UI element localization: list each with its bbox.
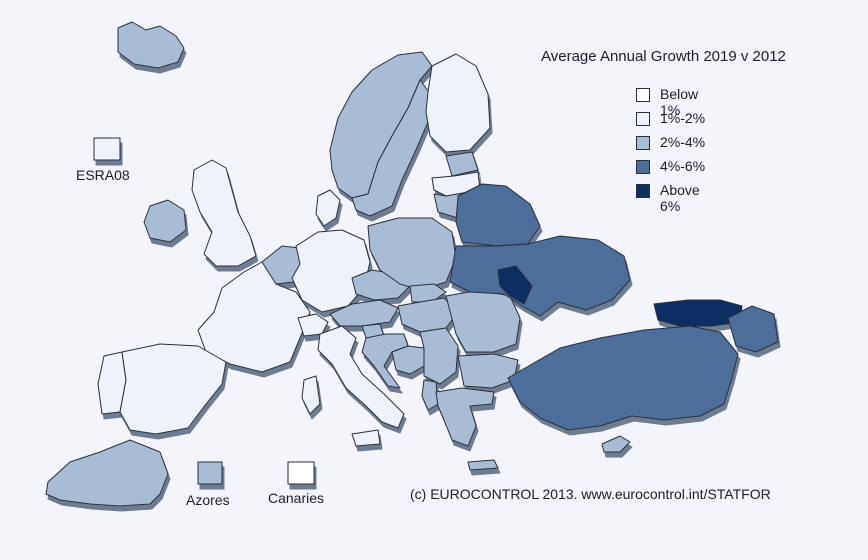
inset-canaries-label: Canaries xyxy=(268,490,325,506)
region-france xyxy=(197,261,311,373)
region-ukraine xyxy=(449,235,631,317)
region-moldova xyxy=(497,265,533,305)
region-sicily xyxy=(351,429,381,447)
inset-azores-label: Azores xyxy=(186,492,230,508)
region-belarus xyxy=(455,183,541,247)
copyright-credit: (c) EUROCONTROL 2013. www.eurocontrol.in… xyxy=(410,486,771,502)
region-estonia xyxy=(445,151,479,177)
legend-label: 4%-6% xyxy=(660,158,706,174)
region-uk xyxy=(191,159,257,267)
region-albania xyxy=(421,379,439,411)
inset-azores-box xyxy=(197,461,223,485)
map-title: Average Annual Growth 2019 v 2012 xyxy=(541,48,786,65)
legend-label: Above 6% xyxy=(660,182,700,214)
legend-swatch xyxy=(636,184,650,198)
region-finland xyxy=(425,53,491,153)
region-denmark xyxy=(315,189,341,227)
region-switzerland xyxy=(297,313,329,337)
inset-esra08-label: ESRA08 xyxy=(76,167,130,183)
region-armenia xyxy=(727,305,779,353)
region-greece xyxy=(435,387,495,447)
region-slovakia xyxy=(409,283,447,303)
region-ireland xyxy=(143,199,187,243)
legend-swatch xyxy=(636,112,650,126)
legend-label: Below 1% xyxy=(660,86,699,118)
region-bosnia xyxy=(391,345,425,375)
region-turkey xyxy=(507,325,739,431)
region-serbia xyxy=(419,327,459,385)
inset-esra08-box xyxy=(93,137,121,161)
legend-label: 2%-4% xyxy=(660,134,706,150)
region-morocco xyxy=(45,439,169,507)
region-croatia xyxy=(361,333,409,389)
region-sardinia xyxy=(301,375,321,415)
region-crete xyxy=(467,459,499,471)
inset-canaries-box xyxy=(287,461,315,485)
legend-swatch xyxy=(636,160,650,174)
legend-label: 1%-2% xyxy=(660,110,706,126)
region-italy xyxy=(317,325,405,429)
region-cyprus xyxy=(601,435,631,453)
legend-swatch xyxy=(636,88,650,102)
region-spain xyxy=(119,343,227,435)
region-poland xyxy=(367,217,457,291)
legend-swatch xyxy=(636,136,650,150)
region-austria xyxy=(329,299,399,327)
region-bulgaria xyxy=(457,353,519,389)
region-romania xyxy=(445,289,521,353)
region-iceland xyxy=(117,21,185,69)
region-germany xyxy=(291,229,371,313)
